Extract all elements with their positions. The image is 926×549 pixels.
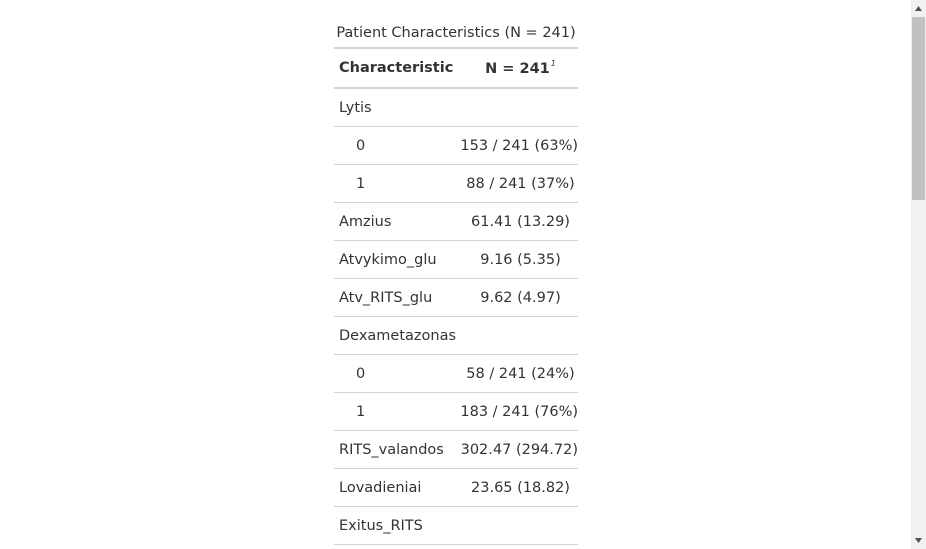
table-row: 0 153 / 241 (63%): [334, 127, 578, 165]
row-value: 153 / 241 (63%): [460, 137, 578, 154]
table-row: Atv_RITS_glu 9.62 (4.97): [334, 279, 578, 317]
table-caption: Patient Characteristics (N = 241): [334, 20, 578, 49]
row-value: 23.65 (18.82): [471, 479, 570, 496]
row-value: 9.62 (4.97): [480, 289, 561, 306]
table-row: Atvykimo_glu 9.16 (5.35): [334, 241, 578, 279]
scrollbar-thumb[interactable]: [912, 17, 925, 200]
table-row: 0 58 / 241 (24%): [334, 355, 578, 393]
row-label: Exitus_RITS: [339, 517, 423, 534]
row-label: Atv_RITS_glu: [339, 289, 433, 306]
row-label: Lovadieniai: [339, 479, 422, 496]
row-label: Atvykimo_glu: [339, 251, 437, 268]
row-label: 0: [356, 365, 366, 382]
row-value: 88 / 241 (37%): [466, 175, 575, 192]
triangle-up-icon: [915, 6, 922, 11]
header-n: N = 2411: [463, 59, 578, 77]
table-row: 1 88 / 241 (37%): [334, 165, 578, 203]
vertical-scrollbar[interactable]: [911, 0, 926, 549]
table-row: 1 183 / 241 (76%): [334, 393, 578, 431]
header-characteristic: Characteristic: [339, 60, 454, 76]
table-row: Lytis: [334, 89, 578, 127]
row-value: 58 / 241 (24%): [466, 365, 575, 382]
table-row: Amzius 61.41 (13.29): [334, 203, 578, 241]
table-header-row: Characteristic N = 2411: [334, 49, 578, 89]
row-label: Dexametazonas: [339, 327, 457, 344]
row-value: 61.41 (13.29): [471, 213, 570, 230]
scroll-up-button[interactable]: [911, 0, 926, 17]
row-value: 9.16 (5.35): [480, 251, 561, 268]
table-row: RITS_valandos 302.47 (294.72): [334, 431, 578, 469]
row-value: 183 / 241 (76%): [460, 403, 578, 420]
table-row: Lovadieniai 23.65 (18.82): [334, 469, 578, 507]
table-row: Exitus_RITS: [334, 507, 578, 545]
header-n-label: N = 241: [485, 61, 550, 77]
row-label: Amzius: [339, 213, 392, 230]
footnote-mark: 1: [550, 59, 556, 68]
row-value: 302.47 (294.72): [460, 441, 578, 458]
triangle-down-icon: [915, 538, 922, 543]
patient-characteristics-table: Patient Characteristics (N = 241) Charac…: [334, 20, 578, 545]
row-label: 0: [356, 137, 366, 154]
scroll-down-button[interactable]: [911, 532, 926, 549]
row-label: 1: [356, 175, 366, 192]
row-label: 1: [356, 403, 366, 420]
row-label: RITS_valandos: [339, 441, 444, 458]
row-label: Lytis: [339, 99, 372, 116]
table-row: Dexametazonas: [334, 317, 578, 355]
